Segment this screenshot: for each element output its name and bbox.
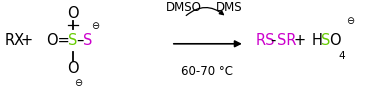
Text: O: O	[67, 61, 79, 76]
Text: O: O	[67, 6, 79, 21]
Text: S: S	[68, 33, 78, 48]
Text: O: O	[330, 33, 341, 48]
Text: +: +	[20, 33, 33, 48]
Text: O=: O=	[46, 33, 70, 48]
Text: RS: RS	[256, 33, 276, 48]
Text: 60-70 °C: 60-70 °C	[181, 65, 233, 78]
Text: DMSO: DMSO	[166, 1, 202, 15]
Text: SR: SR	[277, 33, 296, 48]
Text: +: +	[293, 33, 305, 48]
Text: ⊖: ⊖	[346, 16, 354, 26]
Text: ⊖: ⊖	[91, 21, 100, 31]
Text: ⊖: ⊖	[74, 78, 82, 88]
Text: –: –	[76, 33, 84, 48]
Text: S: S	[84, 33, 93, 48]
Text: -: -	[270, 33, 275, 48]
Text: H: H	[311, 33, 322, 48]
Text: 4: 4	[339, 51, 345, 61]
Text: RX: RX	[5, 33, 25, 48]
Text: S: S	[321, 33, 331, 48]
Text: DMS: DMS	[216, 1, 243, 15]
